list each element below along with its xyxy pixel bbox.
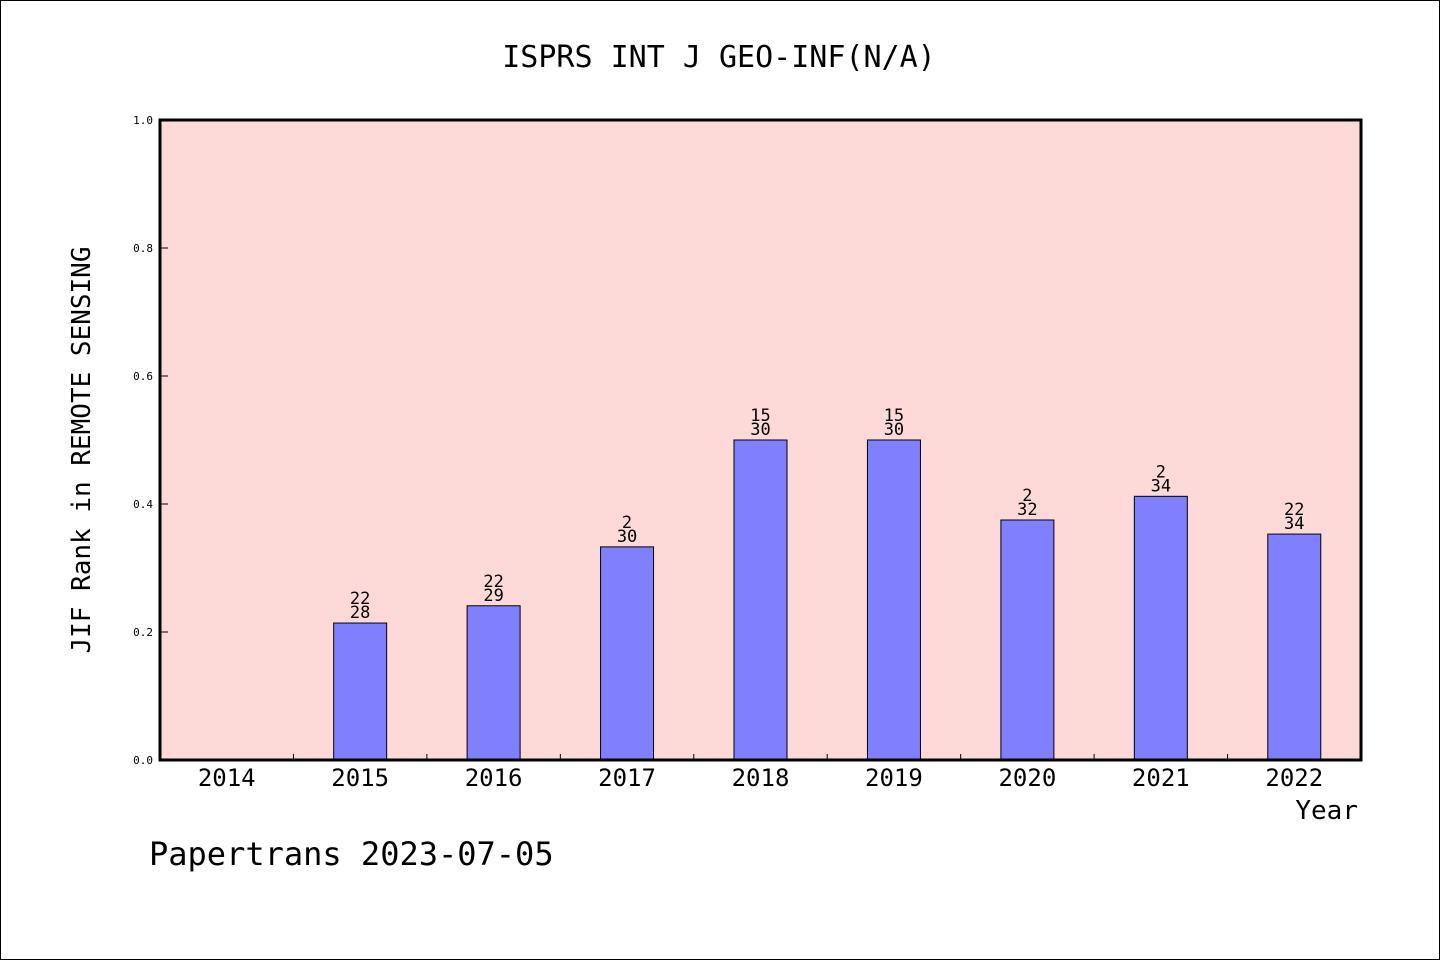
bar-label-total: 29 — [483, 586, 503, 606]
y-axis-title: JIF Rank in REMOTE SENSING — [67, 247, 97, 654]
bar-2016 — [466, 605, 521, 761]
bar-label-rank: 15 — [884, 406, 904, 426]
bar-label-total: 32 — [1017, 500, 1037, 520]
bar-label-rank: 2 — [1156, 462, 1166, 482]
x-tick-label: 2015 — [331, 764, 389, 792]
x-axis-title: Year — [1295, 796, 1358, 826]
bar-label-total: 28 — [350, 603, 370, 623]
x-tick-label: 2014 — [198, 764, 256, 792]
x-tick-label: 2020 — [998, 764, 1056, 792]
y-tick-label: 0.0 — [133, 754, 153, 767]
bar-label-total: 34 — [1151, 476, 1171, 496]
bar-2020 — [1000, 519, 1055, 761]
bar-label-total: 30 — [617, 527, 637, 547]
y-axis: 0.0 0.2 0.4 0.6 0.8 1.0 — [133, 114, 168, 767]
x-axis: 2014 2015 2016 2017 2018 2019 2020 2021 2022 — [198, 754, 1323, 792]
y-tick-label: 0.4 — [133, 498, 153, 511]
x-tick-label: 2018 — [732, 764, 790, 792]
bar-2017 — [600, 546, 655, 761]
bar-label-total: 30 — [750, 420, 770, 440]
bar-2019 — [866, 439, 921, 761]
bar-2018 — [733, 439, 788, 761]
bar-label-total: 34 — [1284, 514, 1304, 534]
bar-label-rank: 22 — [483, 572, 503, 592]
watermark-text: Papertrans 2023-07-05 — [149, 835, 554, 873]
bar-label-rank: 22 — [1284, 500, 1304, 520]
bar-series — [333, 439, 1322, 761]
bar-label-rank: 22 — [350, 589, 370, 609]
y-tick-label: 0.8 — [133, 242, 153, 255]
bar-label-total: 30 — [884, 420, 904, 440]
x-tick-label: 2016 — [465, 764, 523, 792]
y-tick-label: 0.6 — [133, 370, 153, 383]
bar-label-rank: 2 — [1022, 486, 1032, 506]
x-tick-label: 2022 — [1265, 764, 1323, 792]
y-tick-label: 0.2 — [133, 626, 153, 639]
x-tick-label: 2021 — [1132, 764, 1190, 792]
bar-2021 — [1133, 495, 1188, 761]
chart-title: ISPRS INT J GEO-INF(N/A) — [502, 40, 935, 75]
x-tick-label: 2017 — [598, 764, 656, 792]
bar-2015 — [333, 622, 388, 761]
bar-label-rank: 2 — [622, 513, 632, 533]
bar-label-rank: 15 — [750, 406, 770, 426]
bar-2022 — [1267, 533, 1322, 761]
plot-border — [158, 118, 1363, 762]
y-tick-label: 1.0 — [133, 114, 153, 127]
x-tick-label: 2019 — [865, 764, 923, 792]
